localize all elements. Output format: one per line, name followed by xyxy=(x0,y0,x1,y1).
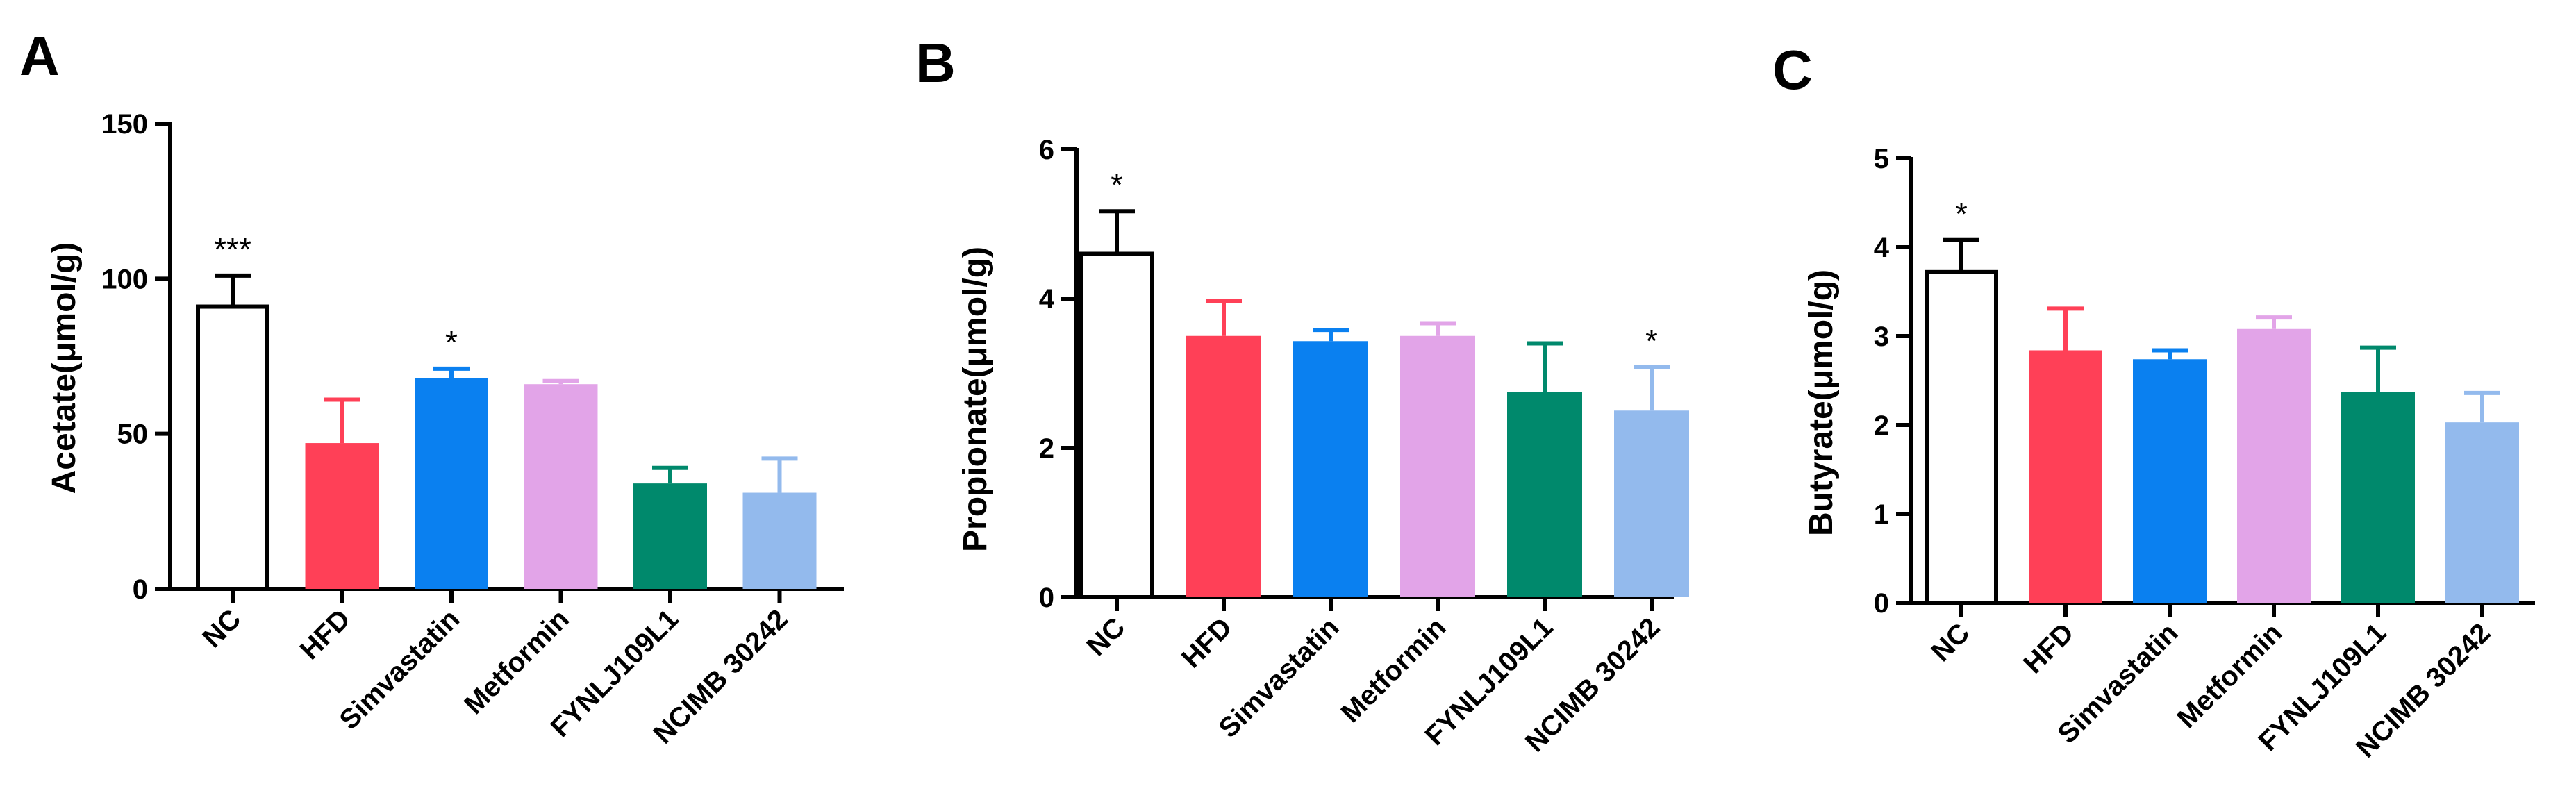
y-tick-label: 6 xyxy=(1039,135,1054,165)
significance-marker: * xyxy=(1645,323,1658,359)
plot-marks-a xyxy=(155,122,844,603)
significance-c: * xyxy=(1955,196,1968,232)
bar xyxy=(742,492,817,589)
bar xyxy=(2133,359,2207,603)
significance-marker: * xyxy=(1955,196,1968,232)
y-tick-label: 0 xyxy=(1874,588,1889,619)
bar xyxy=(633,483,707,589)
panel-b: B Propionate(μmol/g) 0 2 4 6 * * NC HFD … xyxy=(915,32,1689,758)
bar xyxy=(1507,392,1582,597)
significance-a: *** * xyxy=(214,231,458,360)
y-ticks-a: 0 50 100 150 xyxy=(101,109,148,605)
bar xyxy=(524,384,598,589)
y-tick-label: 5 xyxy=(1874,144,1889,174)
bar xyxy=(1925,269,1998,605)
y-tick-label: 4 xyxy=(1874,233,1890,263)
panel-letter-a: A xyxy=(19,25,60,87)
panel-c: C Butyrate(μmol/g) 0 1 2 3 4 5 * NC HFD … xyxy=(1772,39,2535,764)
x-tick-label: Metformin xyxy=(1336,612,1452,728)
y-tick-label: 2 xyxy=(1874,410,1889,441)
y-tick-label: 150 xyxy=(101,109,148,140)
bar xyxy=(1400,335,1475,597)
bar xyxy=(2341,392,2415,603)
bar xyxy=(1293,341,1368,597)
bar xyxy=(1614,410,1689,597)
y-tick-label: 1 xyxy=(1874,499,1889,530)
bar xyxy=(2445,422,2519,603)
significance-b: * * xyxy=(1111,167,1658,359)
y-tick-label: 100 xyxy=(101,264,148,294)
y-tick-label: 0 xyxy=(133,574,148,605)
bar xyxy=(196,304,269,591)
plot-marks-b xyxy=(1061,147,1689,611)
x-categories-c: NC HFD Simvastatin Metformin FYNLJ109L1 … xyxy=(1925,617,2496,763)
y-axis-label-a: Acetate(μmol/g) xyxy=(46,242,83,494)
y-axis-label-c: Butyrate(μmol/g) xyxy=(1803,269,1840,536)
y-axis-label-b: Propionate(μmol/g) xyxy=(957,247,994,552)
x-categories-a: NC HFD Simvastatin Metformin FYNLJ109L1 … xyxy=(197,603,793,749)
bar xyxy=(415,378,488,589)
y-tick-label: 3 xyxy=(1874,322,1889,352)
x-tick-label: HFD xyxy=(1176,612,1238,674)
y-tick-label: 0 xyxy=(1039,583,1054,613)
x-tick-label: Metformin xyxy=(2172,617,2288,734)
y-ticks-c: 0 1 2 3 4 5 xyxy=(1874,144,1890,619)
x-tick-label: NC xyxy=(197,603,247,653)
panel-a: A Acetate(μmol/g) 0 50 100 150 *** * NC … xyxy=(19,25,844,750)
plot-marks-c xyxy=(1896,156,2535,617)
bar xyxy=(1079,251,1154,599)
x-tick-label: NC xyxy=(1925,617,1975,667)
y-tick-label: 50 xyxy=(117,419,149,450)
significance-marker: *** xyxy=(214,231,251,267)
y-tick-label: 2 xyxy=(1039,433,1054,464)
bar xyxy=(2029,350,2102,603)
x-tick-label: Metformin xyxy=(458,603,575,720)
x-categories-b: NC HFD Simvastatin Metformin FYNLJ109L1 … xyxy=(1081,612,1665,758)
bar xyxy=(305,443,379,589)
x-tick-label: HFD xyxy=(2018,617,2079,679)
bar xyxy=(2237,328,2311,603)
significance-marker: * xyxy=(445,324,458,360)
y-tick-label: 4 xyxy=(1039,284,1055,315)
y-ticks-b: 0 2 4 6 xyxy=(1039,135,1055,613)
significance-marker: * xyxy=(1111,167,1123,203)
x-tick-label: HFD xyxy=(294,603,356,665)
panel-letter-c: C xyxy=(1772,39,1813,101)
bar xyxy=(1186,335,1261,597)
panel-letter-b: B xyxy=(915,32,956,94)
x-tick-label: NC xyxy=(1081,612,1131,662)
